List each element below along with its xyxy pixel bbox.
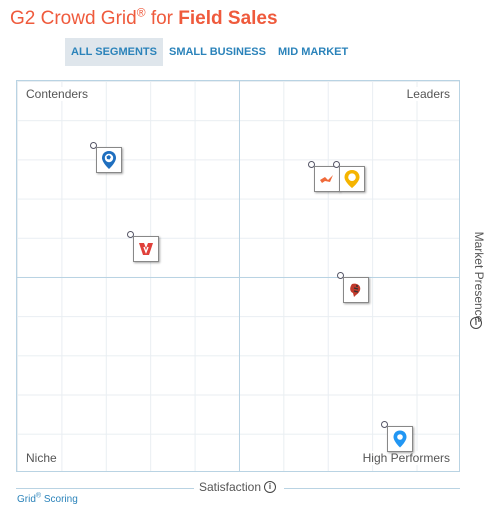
title-middle: for [145,8,179,29]
page-title: G2 Crowd Grid® for Field Sales [10,5,278,30]
y-axis-title: Market Presence [470,222,486,332]
vendor-marker-globe[interactable] [96,147,122,173]
market-presence-label: Market Presence [472,231,486,323]
vendor-marker-orange[interactable] [314,166,340,192]
segment-tabs: ALL SEGMENTS SMALL BUSINESS MID MARKET [65,38,354,66]
vendor-pin [333,161,340,168]
footer-suffix: Scoring [41,494,78,505]
quadrant-label-niche: Niche [24,451,59,465]
x-axis-line-right [284,488,460,489]
quadrant-label-high-performers: High Performers [360,451,452,465]
vendor-pin [381,421,388,428]
info-icon[interactable]: i [470,317,482,329]
quadrant-label-leaders: Leaders [404,87,452,101]
yellow-map-pin-logo-icon [344,170,360,188]
footer-registered-mark: ® [35,492,42,500]
vendor-marker-blue[interactable] [387,426,413,452]
rooster-logo-icon [350,283,361,297]
quadrant-label-contenders: Contenders [24,87,91,101]
orange-bird-logo-icon [320,175,333,183]
x-axis-title: Satisfaction i [196,480,280,494]
satisfaction-label: Satisfaction [199,480,262,494]
red-chevron-logo-icon [139,243,153,255]
tab-all-segments[interactable]: ALL SEGMENTS [65,38,163,66]
vendor-marker-rooster[interactable] [343,277,369,303]
info-icon[interactable]: i [264,481,277,493]
title-prefix: G2 Crowd Grid [10,8,137,29]
vendor-marker-red[interactable] [133,236,159,262]
blue-map-pin-logo-icon [393,430,407,448]
grid-scoring-link[interactable]: Grid® Scoring [17,492,78,505]
vendor-pin [90,142,97,149]
registered-mark: ® [136,5,146,20]
category-name: Field Sales [178,8,278,29]
vertical-divider [239,81,240,471]
vendor-pin [127,231,134,238]
x-axis-line-left [16,488,194,489]
vendor-pin [337,272,344,279]
footer-prefix: Grid [17,494,36,505]
tab-mid-market[interactable]: MID MARKET [277,46,349,58]
g2-grid: Contenders Leaders Niche High Performers [16,80,460,472]
globe-pin-logo-icon [102,151,116,169]
vendor-pin [308,161,315,168]
tab-small-business[interactable]: SMALL BUSINESS [168,46,266,58]
vendor-marker-yellow[interactable] [339,166,365,192]
horizontal-divider [17,277,459,278]
